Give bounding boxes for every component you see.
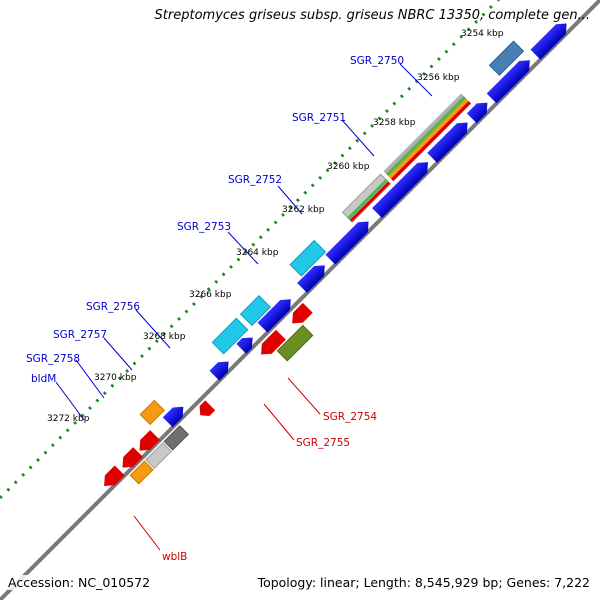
gene-box-olive[interactable]: [276, 324, 314, 362]
forward-gene-arrow[interactable]: [530, 19, 572, 60]
forward-gene-arrow[interactable]: [325, 217, 373, 265]
leader-line: [135, 309, 171, 349]
leader-line: [287, 377, 321, 415]
stripe-red: [390, 100, 472, 182]
reverse-gene-arrow[interactable]: [195, 400, 216, 420]
leader-line: [103, 337, 133, 371]
leader-line: [263, 403, 295, 441]
forward-gene-arrow[interactable]: [372, 157, 433, 218]
gene-label[interactable]: SGR_2752: [228, 174, 282, 186]
tick-label: 3256 kbp: [417, 73, 460, 83]
stripe-red: [349, 181, 391, 222]
tick-label: 3272 kbp: [47, 414, 90, 424]
forward-gene-arrow[interactable]: [209, 357, 233, 381]
gene-label[interactable]: SGR_2755: [296, 437, 350, 449]
accession-text: Accession: NC_010572: [8, 575, 151, 590]
gene-label[interactable]: SGR_2758: [26, 353, 80, 365]
forward-gene-arrow[interactable]: [162, 402, 188, 428]
gene-box-silver[interactable]: [145, 442, 173, 469]
gene-label[interactable]: SGR_2754: [323, 411, 377, 423]
stripe-orange: [388, 98, 469, 179]
gene-box-orange[interactable]: [129, 460, 154, 485]
tick-label: 3264 kbp: [236, 248, 279, 258]
reverse-gene-arrow[interactable]: [135, 430, 160, 455]
gene-label[interactable]: SGR_2753: [177, 221, 231, 233]
tick-label: 3268 kbp: [143, 332, 186, 342]
leader-line: [341, 119, 375, 157]
gene-box-orange[interactable]: [139, 399, 165, 426]
gene-box-gray[interactable]: [163, 425, 189, 451]
stripe-green: [347, 179, 388, 220]
gene-label[interactable]: SGR_2756: [86, 301, 140, 313]
gene-box-cyan[interactable]: [289, 239, 327, 277]
leader-line: [227, 231, 259, 265]
gene-label[interactable]: SGR_2757: [53, 329, 107, 341]
leader-line: [399, 63, 433, 97]
gene-label[interactable]: bldM: [31, 373, 56, 385]
gene-box-multicolor[interactable]: [383, 93, 464, 174]
tick-label: 3254 kbp: [461, 29, 504, 39]
gene-label[interactable]: SGR_2751: [292, 112, 346, 124]
gene-box-steel[interactable]: [488, 40, 525, 76]
gene-box-cyan[interactable]: [239, 295, 272, 327]
tick-label: 3258 kbp: [373, 118, 416, 128]
tick-label: 3270 kbp: [94, 373, 137, 383]
forward-gene-arrow[interactable]: [466, 98, 492, 124]
leader-line: [277, 185, 303, 215]
gene-box-cyan[interactable]: [211, 317, 249, 355]
leader-line: [133, 515, 161, 551]
stripe-green: [385, 95, 467, 177]
reverse-gene-arrow[interactable]: [256, 329, 286, 360]
forward-gene-arrow[interactable]: [486, 55, 535, 104]
reverse-gene-arrow[interactable]: [287, 302, 313, 328]
genome-summary-text: Topology: linear; Length: 8,545,929 bp; …: [257, 575, 590, 590]
tick-label: 3262 kbp: [282, 205, 325, 215]
tick-label: 3266 kbp: [189, 290, 232, 300]
leader-line: [75, 359, 105, 399]
reverse-gene-arrow[interactable]: [118, 447, 144, 472]
leader-line: [55, 381, 85, 421]
tick-label: 3260 kbp: [327, 162, 370, 172]
forward-gene-arrow[interactable]: [236, 333, 257, 354]
genome-title: Streptomyces griseus subsp. griseus NBRC…: [154, 8, 590, 23]
gene-label[interactable]: wblB: [162, 551, 187, 563]
reverse-gene-arrow[interactable]: [99, 465, 125, 490]
gene-label[interactable]: SGR_2750: [350, 55, 404, 67]
forward-gene-arrow[interactable]: [257, 294, 296, 333]
forward-gene-arrow[interactable]: [297, 260, 330, 293]
forward-gene-arrow[interactable]: [427, 118, 472, 163]
